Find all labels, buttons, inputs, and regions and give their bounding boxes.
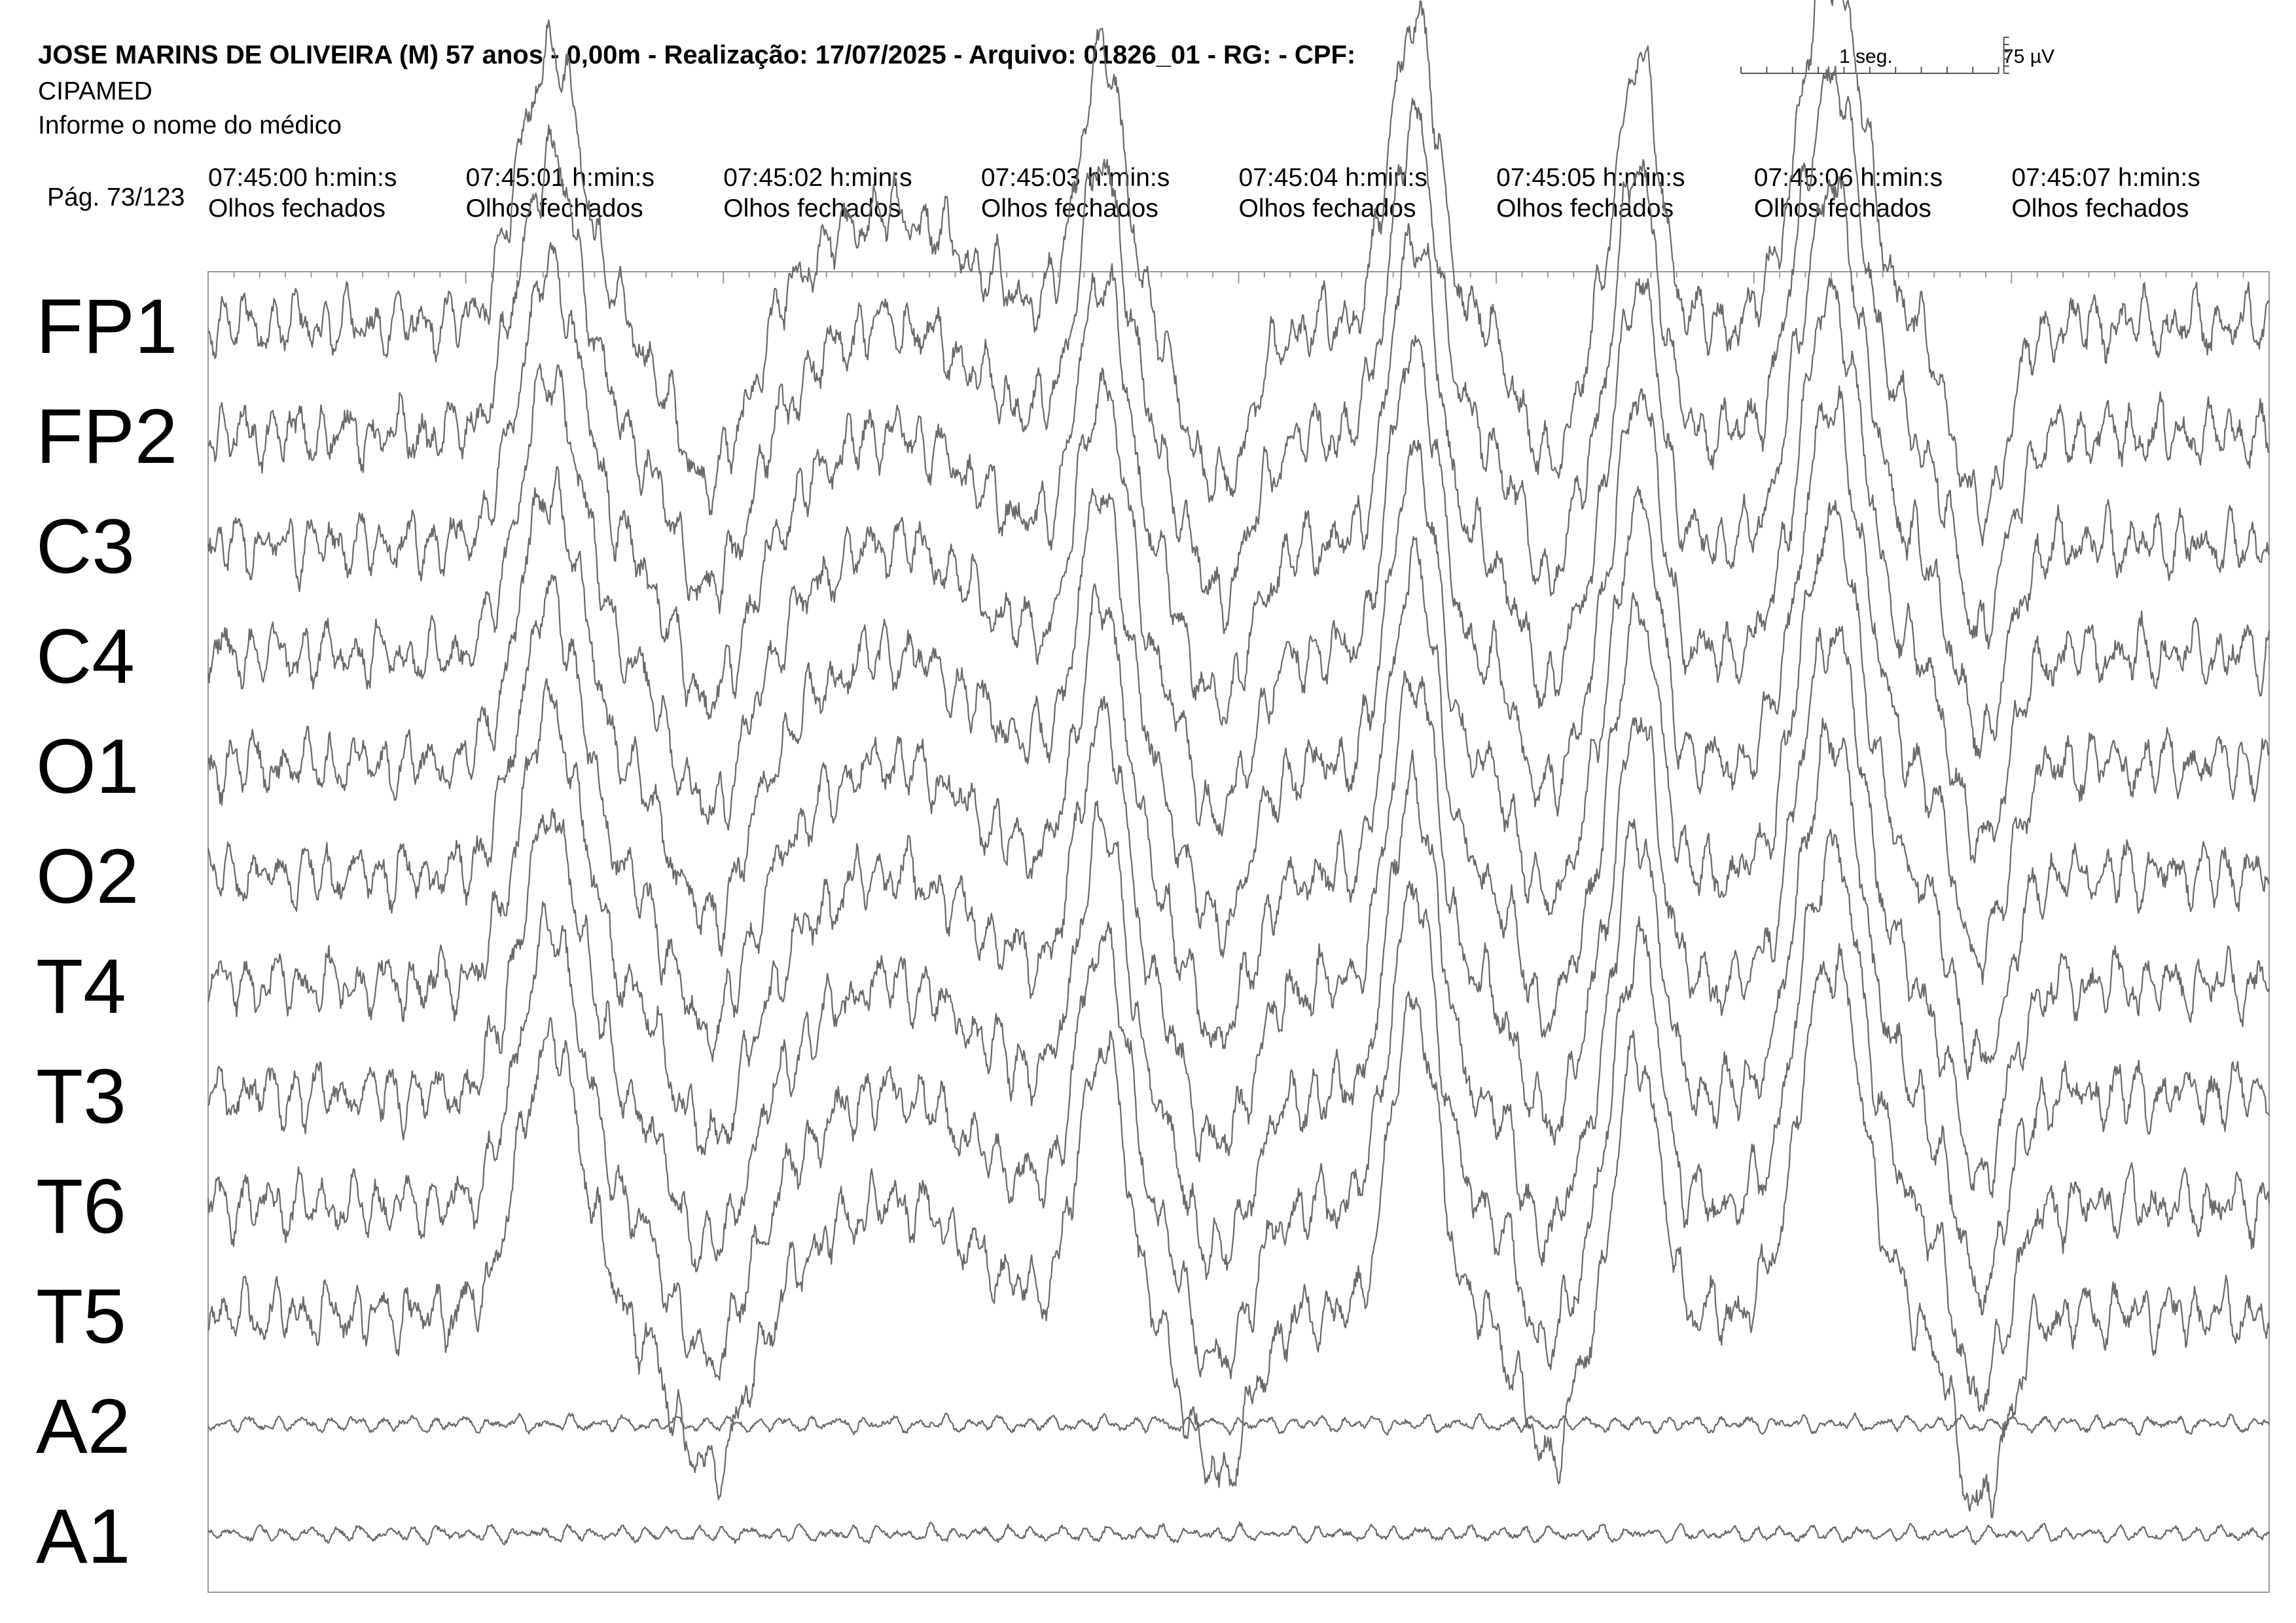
trace-o1: [207, 385, 2270, 985]
channel-label-a1: A1: [36, 1493, 131, 1580]
channel-label-t5: T5: [36, 1273, 126, 1360]
time-mark-time: 07:45:05 h:min:s: [1496, 164, 1685, 192]
trace-t3: [207, 717, 2270, 1315]
time-mark-state: Olhos fechados: [1753, 194, 1931, 223]
trace-c3: [207, 176, 2270, 759]
trace-fp1: [207, 0, 2270, 547]
channel-label-t6: T6: [36, 1163, 126, 1250]
channel-label-fp1: FP1: [36, 283, 178, 370]
time-mark-time: 07:45:02 h:min:s: [723, 164, 912, 192]
clinic-name: CIPAMED: [38, 77, 152, 105]
amplitude-scale-label: 75 µV: [2003, 46, 2054, 67]
time-mark-1: 07:45:01 h:min:s Olhos fechados: [466, 162, 655, 224]
page-number: Pág. 73/123: [47, 183, 185, 211]
time-mark-state: Olhos fechados: [2011, 194, 2189, 223]
trace-o2: [207, 500, 2270, 1080]
time-ticks: [207, 272, 2270, 283]
time-mark-time: 07:45:00 h:min:s: [208, 164, 397, 192]
time-mark-7: 07:45:07 h:min:s Olhos fechados: [2011, 162, 2200, 224]
time-mark-6: 07:45:06 h:min:s Olhos fechados: [1754, 162, 1943, 224]
time-mark-state: Olhos fechados: [1496, 194, 1674, 223]
trace-t5: [207, 943, 2270, 1518]
time-mark-time: 07:45:07 h:min:s: [2011, 164, 2200, 192]
time-mark-2: 07:45:02 h:min:s Olhos fechados: [723, 162, 912, 224]
time-scale-label: 1 seg.: [1839, 46, 1893, 67]
time-mark-state: Olhos fechados: [465, 194, 643, 223]
plot-frame: [207, 271, 2270, 1593]
time-mark-5: 07:45:05 h:min:s Olhos fechados: [1496, 162, 1685, 224]
trace-a2: [207, 1412, 2270, 1436]
channel-label-o1: O1: [36, 723, 139, 810]
doctor-name: Informe o nome do médico: [38, 111, 342, 139]
channel-label-fp2: FP2: [36, 393, 178, 480]
channel-label-t4: T4: [36, 943, 126, 1030]
channel-label-c4: C4: [36, 613, 135, 700]
trace-t6: [207, 828, 2270, 1412]
time-mark-state: Olhos fechados: [208, 194, 386, 223]
channel-label-t3: T3: [36, 1053, 126, 1140]
trace-t4: [207, 625, 2270, 1198]
trace-c4: [207, 277, 2270, 864]
trace-a1: [207, 1521, 2270, 1546]
patient-info: JOSE MARINS DE OLIVEIRA (M) 57 anos - 0,…: [38, 41, 1356, 69]
scale-bar: [1740, 37, 2009, 74]
channel-label-a2: A2: [36, 1383, 131, 1470]
time-mark-state: Olhos fechados: [1238, 194, 1416, 223]
time-mark-0: 07:45:00 h:min:s Olhos fechados: [208, 162, 397, 224]
channel-label-c3: C3: [36, 503, 135, 590]
time-mark-time: 07:45:06 h:min:s: [1753, 164, 1943, 192]
trace-fp2: [207, 65, 2270, 650]
channel-label-o2: O2: [36, 833, 139, 920]
